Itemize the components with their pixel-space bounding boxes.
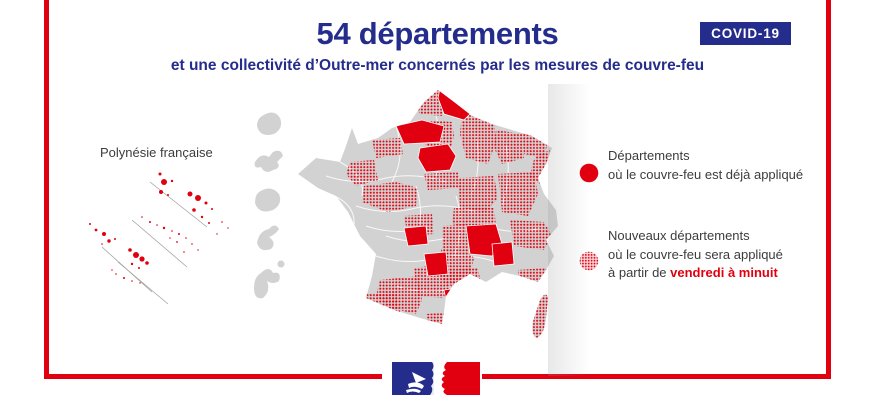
dotted-red-circle-icon xyxy=(579,251,599,271)
french-government-logo xyxy=(392,362,480,395)
map-legend-divider xyxy=(548,84,590,376)
polynesia-label: Polynésie française xyxy=(100,145,213,160)
covid19-badge: COVID-19 xyxy=(700,22,791,45)
legend-applied-line1: Départements xyxy=(608,148,690,163)
frame-bottom-line-left xyxy=(44,374,382,379)
frame-right-line xyxy=(826,0,831,378)
solid-red-circle-icon xyxy=(579,163,599,183)
legend-upcoming-line1: Nouveaux départements xyxy=(608,228,750,243)
legend-applied-line2: où le couvre-feu est déjà appliqué xyxy=(608,166,804,182)
legend-item-upcoming: Nouveaux départements où le couvre-feu s… xyxy=(577,227,838,283)
frame-bottom-line-right xyxy=(482,374,831,379)
legend-upcoming-line2: où le couvre-feu sera appliqué xyxy=(608,246,783,262)
page-title: 54 départements xyxy=(316,16,559,51)
legend-upcoming-line3: à partir de vendredi à minuit xyxy=(608,265,778,280)
highlight-deadline: vendredi à minuit xyxy=(670,265,778,280)
page-subtitle: et une collectivité d’Outre-mer concerné… xyxy=(170,57,705,74)
legend-item-applied: Départements où le couvre-feu est déjà a… xyxy=(577,147,838,184)
overseas-territories-silhouettes xyxy=(254,112,285,299)
frame-left-line xyxy=(44,0,49,378)
france-map xyxy=(298,90,558,338)
polynesia-map xyxy=(89,172,229,305)
